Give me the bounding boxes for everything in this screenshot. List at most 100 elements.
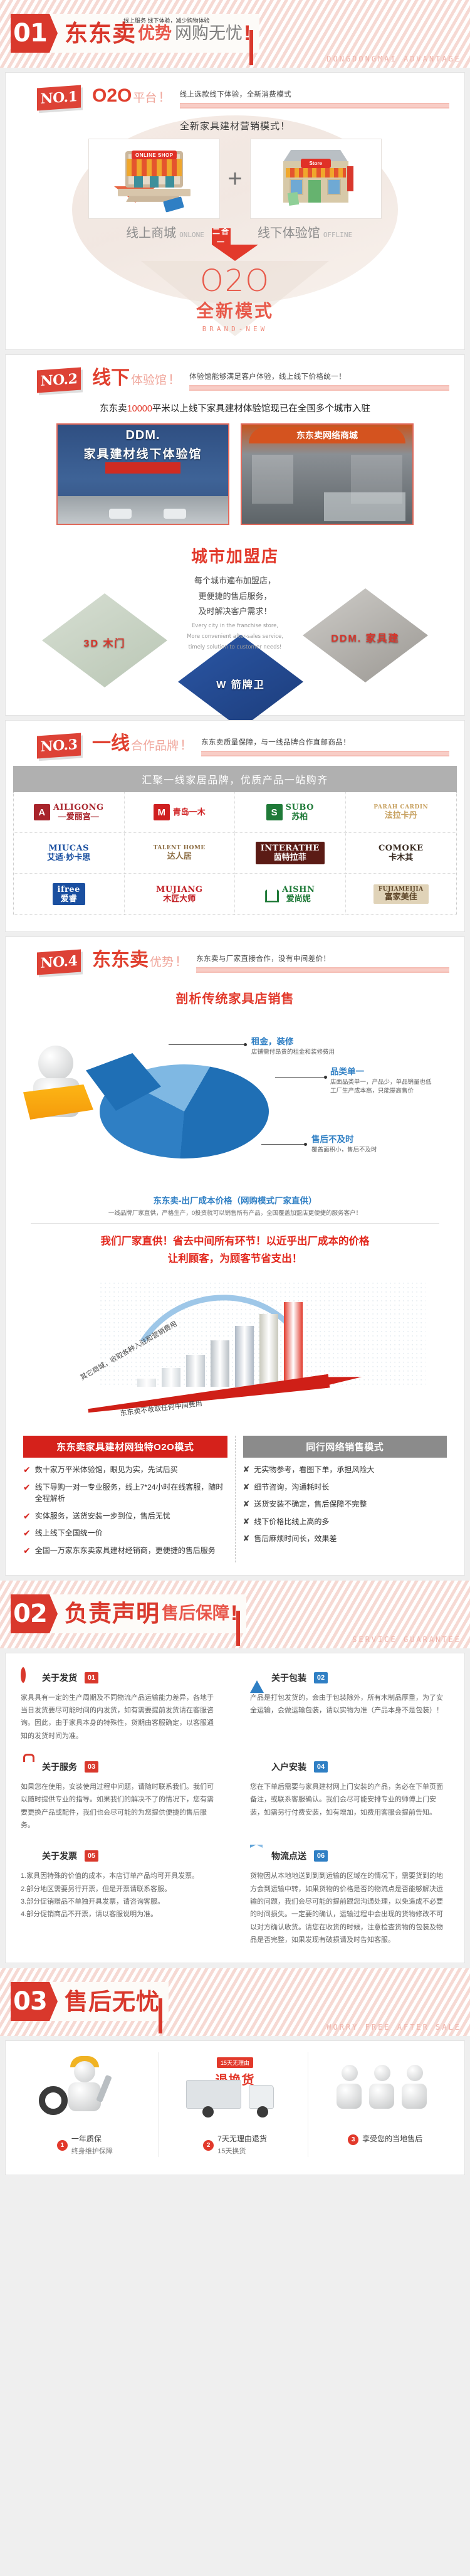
guarantee-title: 关于发货 bbox=[42, 1672, 77, 1683]
truck-icon bbox=[250, 1759, 266, 1775]
banner2-number: 02 bbox=[11, 1594, 58, 1633]
bar bbox=[186, 1354, 205, 1387]
support-team-icon bbox=[317, 2052, 453, 2129]
guarantee-number: 03 bbox=[85, 1761, 98, 1773]
no2-title-main: 线下 bbox=[92, 368, 130, 388]
aftersale-title-1: 一年质保 bbox=[71, 2134, 102, 2144]
doc-icon bbox=[21, 1848, 37, 1864]
brand-logo: INTERATHE 茵特拉菲 bbox=[255, 842, 325, 864]
no3-title: 一线 合作品牌 ! bbox=[92, 734, 185, 753]
banner3-main-text: 售后无忧 bbox=[65, 1988, 160, 2015]
comparison-item: ✘ 无实物参考，看图下单，承担风险大 bbox=[243, 1464, 447, 1476]
online-shop-icon: ONLINE SHOP bbox=[110, 147, 198, 213]
brand-logo: COMOKE 卡木其 bbox=[379, 844, 424, 861]
brand-cell: COMOKE 卡木其 bbox=[345, 833, 456, 874]
o2o-funnel bbox=[141, 261, 329, 336]
aftersale-badge-3: 3 bbox=[348, 2134, 359, 2145]
franchise-sign-3: W 箭牌卫 bbox=[216, 680, 265, 691]
banner3-red-bar bbox=[159, 1998, 162, 2034]
photo1-caption: 家具建材线下体验馆 bbox=[83, 448, 202, 461]
no4-desc-underline bbox=[196, 967, 449, 973]
o2o-headline: 全新家具建材营销模式！ bbox=[179, 121, 290, 132]
pie-chart: 租金，装修 店铺需付昂贵的租金和装修费用 品类单一 店面品类单一，产品少，单品销… bbox=[6, 1009, 464, 1191]
bar-chart: 其它商城，收取各种入驻和营销费用 东东卖不收取任何中间费用 bbox=[6, 1275, 464, 1419]
no2-title-sub: 体验馆 bbox=[131, 374, 167, 387]
brand-name-en: SUBO bbox=[285, 803, 314, 813]
aftersale-title-2: 7天无理由退货 bbox=[217, 2134, 267, 2144]
guarantee-body: 产品是打包发货的，会由于包装除外，所有木制品厚重，为了安全运输，会做运输包装，请… bbox=[250, 1693, 443, 1714]
no1-title-sub: 平台 bbox=[133, 92, 157, 105]
card-no4: NO.4 东东卖 优势 ! 东东卖与厂家直接合作，没有中间差价！ 剖析传统家具店… bbox=[5, 936, 465, 1576]
aftersale-sub-1: 终身维护保障 bbox=[71, 2147, 113, 2155]
brand-mark-icon: S bbox=[266, 804, 283, 820]
aftersale-item-1: 1 一年质保 终身维护保障 bbox=[12, 2052, 159, 2157]
o2o-big-label: O2O bbox=[199, 263, 271, 299]
brand-name-en: TALENT HOME bbox=[153, 845, 206, 852]
return-tag: 15天无理由 bbox=[216, 2057, 254, 2069]
no2-desc: 体验馆能够满足客户体验，线上线下价格统一！ bbox=[189, 369, 464, 391]
card-no3: NO.3 一线 合作品牌 ! 东东卖质量保障，与一线品牌合作直邮商品！ 汇聚一线… bbox=[5, 720, 465, 932]
o2o-illustration: 全新家具建材营销模式！ ONLINE SHOP bbox=[6, 115, 464, 349]
brand-cell: ifree 爱睿 bbox=[14, 874, 125, 914]
brand-name-cn: —爱丽宫— bbox=[58, 812, 99, 821]
no2-photos: DDM. 家具建材线下体验馆 东东卖网络商城 bbox=[6, 423, 464, 525]
offline-store-card: Store bbox=[249, 139, 382, 219]
aftersale-badge-2: 2 bbox=[203, 2140, 214, 2151]
card-no2: NO.2 线下 体验馆 ! 体验馆能够满足客户体验，线上线下价格统一！ 东东卖1… bbox=[5, 354, 465, 729]
aftersale-grid: 1 一年质保 终身维护保障 15天无理由 退换货 2 bbox=[6, 2041, 464, 2174]
guarantee-body: 1.家具因特殊的价值的成本，本店订单产品均可开具发票。 2.部分地区需要另行开票… bbox=[21, 1872, 199, 1919]
section-banner-02: 02 负责声明 售后保障 ! SERVICE GUARANTEE bbox=[0, 1580, 470, 1648]
plus-icon: + bbox=[227, 164, 243, 193]
no4-header: NO.4 东东卖 优势 ! 东东卖与厂家直接合作，没有中间差价！ bbox=[6, 937, 464, 980]
city-franchise-title: 城市加盟店 bbox=[191, 547, 279, 566]
banner-english-sub: DONGDONGMAI ADVANTAGE bbox=[326, 55, 461, 63]
cross-icon: ✘ bbox=[243, 1534, 250, 1544]
brand-name-en: COMOKE bbox=[378, 844, 424, 854]
aftersale-title-3: 享受您的当地售后 bbox=[362, 2134, 423, 2144]
brand-cell: TALENT HOME 达人居 bbox=[124, 833, 235, 874]
comparison-right: 同行网络销售模式 ✘ 无实物参考，看图下单，承担风险大 ✘ 细节咨询，沟通耗时长 ✘ 送货… bbox=[236, 1436, 455, 1562]
comparison-item-text: 细节咨询，沟通耗时长 bbox=[254, 1482, 330, 1492]
bar bbox=[259, 1314, 278, 1387]
banner-gray-text: 网购无忧 bbox=[175, 23, 243, 43]
comparison-left-head: 东东卖家具建材网独特O2O模式 bbox=[23, 1436, 227, 1458]
analysis-title: 剖析传统家具店销售 bbox=[175, 992, 295, 1006]
guarantee-number: 04 bbox=[314, 1761, 328, 1773]
brand-name-cn: 青岛一木 bbox=[172, 807, 206, 817]
brand-logo: AISHN 爱尚妮 bbox=[265, 886, 315, 903]
comparison-item-text: 全国一万家东东卖家具建材经销商，更便捷的售后服务 bbox=[34, 1546, 216, 1556]
no2-lead: 东东卖10000平米以上线下家具建材体验馆现已在全国多个城市入驻 bbox=[100, 404, 370, 414]
banner2-sub-text: 售后保障 bbox=[162, 1604, 229, 1623]
brand-logo: A AILIGONG —爱丽宫— bbox=[33, 803, 104, 821]
no3-desc: 东东卖质量保障，与一线品牌合作直邮商品！ bbox=[201, 734, 464, 756]
section-banner-01: 01 线上服务 线下体验，减少购物体验 东东卖 优势 网购无忧 ! DONGDO… bbox=[0, 0, 470, 68]
no2-tag: NO.2 bbox=[37, 367, 81, 393]
photo2-arch: 东东卖网络商城 bbox=[248, 427, 406, 443]
no3-header: NO.3 一线 合作品牌 ! 东东卖质量保障，与一线品牌合作直邮商品！ bbox=[6, 721, 464, 763]
franchise-sign-2: DDM. 家具建 bbox=[331, 633, 400, 644]
brand-name-en: FUJIAMEIJIA bbox=[378, 886, 424, 893]
cross-icon: ✘ bbox=[243, 1499, 250, 1509]
brand-logo: MUJIANG 木匠大师 bbox=[156, 886, 203, 903]
no4-tag: NO.4 bbox=[37, 949, 81, 975]
no1-title: O2O 平台 ! bbox=[92, 87, 164, 105]
banner-main-text: 东东卖 bbox=[65, 20, 136, 46]
no3-title-sub: 合作品牌 bbox=[131, 739, 179, 753]
comparison-item-text: 无实物参考，看图下单，承担风险大 bbox=[254, 1465, 375, 1475]
guarantee-number: 01 bbox=[85, 1672, 98, 1683]
gear-icon bbox=[21, 1667, 37, 1686]
brand-cell: INTERATHE 茵特拉菲 bbox=[235, 833, 346, 874]
banner3-plate: 03 售后无忧 bbox=[11, 1982, 169, 2034]
bar-series bbox=[137, 1302, 303, 1387]
brand-name-en: MUJIANG bbox=[155, 884, 203, 894]
brand-cell: A AILIGONG —爱丽宫— bbox=[14, 792, 125, 833]
no2-header: NO.2 线下 体验馆 ! 体验馆能够满足客户体验，线上线下价格统一！ bbox=[6, 355, 464, 398]
check-icon: ✔ bbox=[23, 1481, 31, 1492]
banner2-plate: 02 负责声明 售后保障 ! bbox=[11, 1594, 247, 1646]
comparison-item: ✘ 线下价格比线上高的多 bbox=[243, 1516, 447, 1528]
callout-category: 品类单一 店面品类单一，产品少，单品销量也低 工厂生产成本高，只能提高售价 bbox=[330, 1067, 432, 1095]
online-shop-card: ONLINE SHOP bbox=[88, 139, 221, 219]
bar bbox=[162, 1368, 180, 1387]
banner-number: 01 bbox=[11, 14, 58, 53]
brand-cell: PARAH CARDIN 法拉卡丹 bbox=[345, 792, 456, 833]
